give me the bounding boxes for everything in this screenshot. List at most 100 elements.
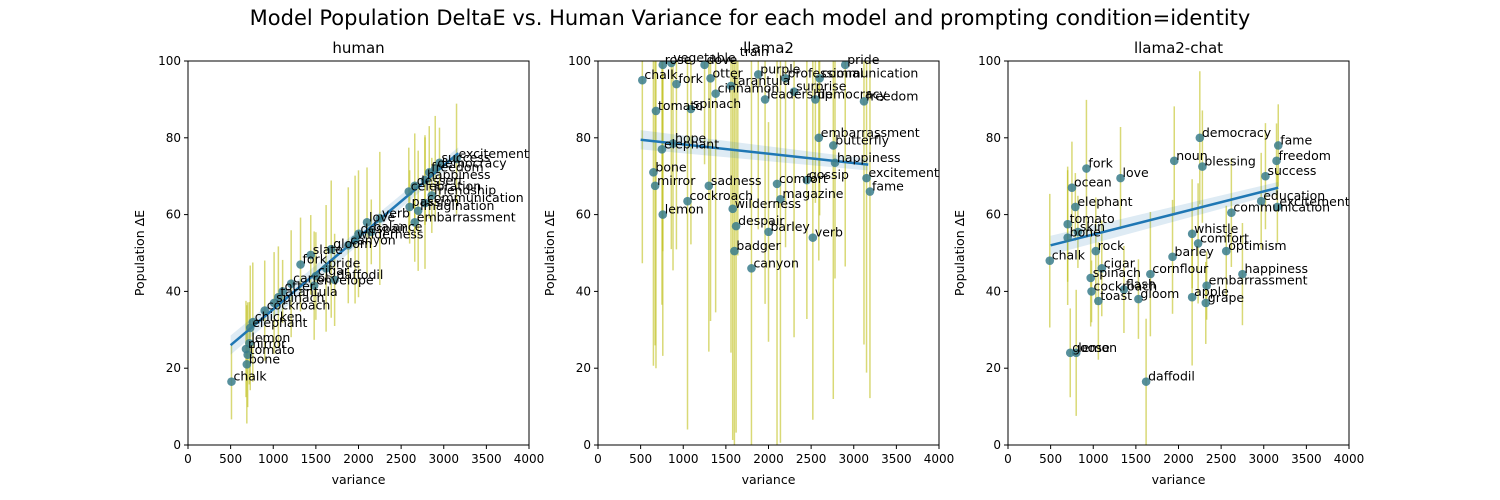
- y-tick-label: 80: [576, 131, 591, 145]
- y-tick-label: 20: [576, 361, 591, 375]
- point-label: rock: [1098, 238, 1125, 253]
- data-point: [296, 260, 305, 269]
- point-label: professional: [788, 65, 864, 80]
- data-point: [330, 275, 339, 285]
- y-tick-label: 40: [166, 284, 181, 298]
- point-label: despair: [361, 221, 408, 236]
- x-tick-label: 4000: [924, 452, 955, 466]
- point-label: love: [369, 209, 396, 224]
- data-point: [1146, 269, 1155, 279]
- x-tick-label: 1000: [258, 452, 289, 466]
- point-label: passion: [412, 194, 460, 209]
- point-label: tomato: [1070, 211, 1115, 226]
- point-label: spinach: [693, 96, 741, 111]
- point-label: celebration: [411, 179, 481, 194]
- point-label: fork: [678, 71, 703, 86]
- point-label: balance: [373, 219, 423, 234]
- y-axis-label: Population ΔE: [542, 210, 557, 296]
- data-point: [700, 61, 709, 70]
- point-label: spinach: [276, 290, 324, 305]
- x-tick-label: 500: [1039, 452, 1062, 466]
- point-label: chicken: [255, 309, 303, 324]
- data-point: [420, 198, 430, 208]
- point-label: embarrassment: [417, 209, 516, 224]
- point-label: excitement: [1279, 194, 1349, 209]
- data-point: [248, 317, 258, 327]
- data-point: [808, 233, 818, 242]
- data-point: [260, 306, 270, 315]
- data-point: [1168, 252, 1177, 262]
- point-label: rose: [665, 52, 692, 67]
- data-layer: [227, 103, 461, 424]
- y-tick-label: 0: [583, 438, 591, 452]
- point-label: bone: [249, 351, 281, 366]
- data-point: [706, 73, 715, 83]
- data-point: [658, 210, 668, 219]
- point-label: tarantula: [733, 73, 790, 88]
- data-point: [686, 104, 696, 114]
- x-axis-label: variance: [742, 472, 796, 487]
- data-point: [1193, 239, 1203, 248]
- point-label: surprise: [796, 79, 847, 94]
- data-point: [404, 187, 414, 196]
- point-label: cigar: [1104, 255, 1136, 270]
- data-point: [420, 175, 430, 185]
- data-point: [802, 175, 812, 185]
- point-label: freedom: [431, 159, 483, 174]
- point-label: gloom: [333, 236, 372, 251]
- point-label: otter: [713, 65, 744, 80]
- data-point: [1116, 173, 1125, 183]
- point-label: tarantula: [280, 284, 337, 299]
- x-tick-label: 2500: [796, 452, 827, 466]
- point-label: gloom: [1140, 286, 1179, 301]
- point-label: freedom: [1279, 148, 1331, 163]
- x-tick-label: 2000: [343, 452, 374, 466]
- point-label: dessert: [417, 173, 463, 188]
- point-label: bone: [655, 159, 687, 174]
- point-label: verb: [815, 225, 843, 240]
- data-point: [1273, 202, 1282, 212]
- point-label: love: [1123, 165, 1150, 180]
- point-label: goose: [1072, 340, 1110, 355]
- data-point: [1221, 246, 1231, 256]
- fit-line: [640, 138, 869, 166]
- data-point: [1141, 377, 1151, 386]
- data-point: [772, 179, 782, 189]
- x-tick-label: 2000: [753, 452, 784, 466]
- data-point: [435, 158, 444, 168]
- y-tick-label: 100: [568, 54, 591, 68]
- figure-suptitle: Model Population DeltaE vs. Human Varian…: [249, 6, 1251, 30]
- x-tick-label: 1500: [1121, 452, 1152, 466]
- data-point: [815, 73, 824, 83]
- data-point: [405, 202, 414, 212]
- point-label: mirror: [657, 173, 696, 188]
- data-point: [657, 145, 667, 154]
- point-label: optimism: [1228, 238, 1286, 253]
- point-label: embarrassment: [821, 125, 920, 140]
- data-point: [730, 246, 739, 256]
- x-tick-label: 1500: [301, 452, 332, 466]
- data-point: [764, 227, 773, 237]
- point-label: elephant: [664, 136, 719, 151]
- data-point: [306, 250, 316, 260]
- point-label: elephant: [252, 315, 307, 330]
- point-label: elephant: [1077, 194, 1132, 209]
- point-label: comfort: [1200, 230, 1249, 245]
- data-point: [760, 95, 770, 104]
- x-tick-label: 0: [594, 452, 602, 466]
- data-point: [747, 264, 756, 273]
- data-point: [1063, 233, 1072, 242]
- data-point: [1198, 162, 1207, 171]
- data-point: [651, 106, 661, 116]
- point-label: barley: [771, 219, 811, 234]
- point-label: butterfly: [835, 132, 889, 147]
- data-point: [309, 281, 319, 290]
- point-label: wilderness: [357, 227, 423, 242]
- panel-title: llama2: [743, 39, 794, 57]
- fit-confidence-band: [230, 147, 459, 355]
- point-label: democracy: [1202, 125, 1272, 140]
- point-label: happiness: [1244, 261, 1308, 276]
- data-point: [326, 244, 336, 254]
- point-label: communication: [822, 65, 919, 80]
